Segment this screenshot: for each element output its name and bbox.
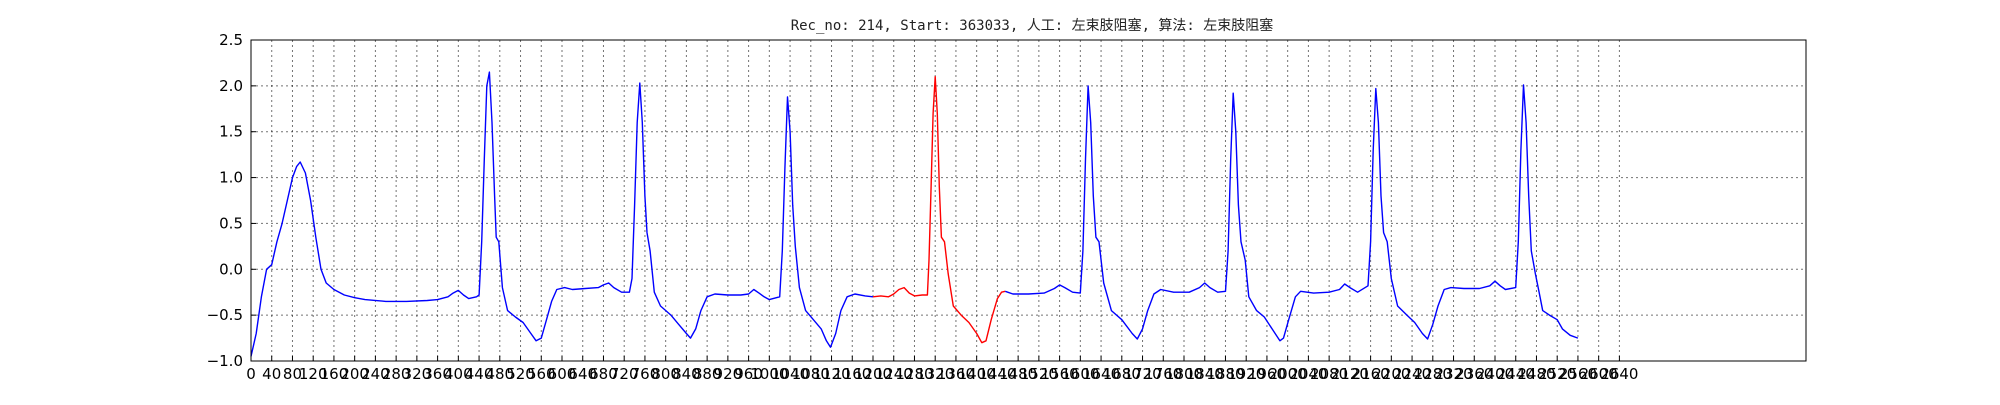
x-tick-label: 1320 [916,365,954,383]
x-tick-label: 2360 [1455,365,1493,383]
y-tick-label: 2.0 [219,77,243,95]
x-tick-label: 1880 [1206,365,1244,383]
series-layer [250,71,1579,357]
plot-frame [250,39,1807,362]
x-tick-label: 1240 [875,365,913,383]
x-tick-label: 160 [320,365,349,383]
x-tick-label: 2560 [1559,365,1597,383]
x-tick-label: 2080 [1310,365,1348,383]
x-tick-label: 2320 [1434,365,1472,383]
x-tick-label: 1800 [1165,365,1203,383]
x-tick-label: 800 [651,365,680,383]
y-tick-label: −0.5 [207,306,243,324]
y-tick-label: 2.5 [219,31,243,49]
x-tick-label: 1400 [958,365,996,383]
x-tick-label: 2280 [1414,365,1452,383]
y-tick-label: 1.0 [219,169,243,187]
x-tick-label: 1480 [999,365,1037,383]
x-tick-label: 1200 [854,365,892,383]
x-tick-label: 2040 [1289,365,1327,383]
x-tick-label: 760 [631,365,660,383]
x-tick-label: 2520 [1538,365,1576,383]
x-tick-label: 1440 [978,365,1016,383]
x-tick-label: 1680 [1103,365,1141,383]
x-tick-label: 360 [423,365,452,383]
x-tick-label: 120 [299,365,328,383]
x-tick-label: 0 [246,365,256,383]
x-tick-label: 1520 [1020,365,1058,383]
chart-title: Rec_no: 214, Start: 363033, 人工: 左束肢阻塞, 算… [791,17,1274,34]
x-tick-label: 1080 [792,365,830,383]
x-tick-label: 2480 [1517,365,1555,383]
x-tick-label: 1720 [1123,365,1161,383]
y-tick-label: −1.0 [207,352,243,370]
grid-layer [250,39,1806,362]
x-tick-label: 2600 [1580,365,1618,383]
x-tick-label: 40 [262,365,281,383]
x-tick-label: 520 [506,365,535,383]
y-tick-label: 1.5 [219,123,243,141]
x-tick-label: 2160 [1352,365,1390,383]
x-tick-label: 2240 [1393,365,1431,383]
x-tick-label: 600 [548,365,577,383]
x-tick-label: 1040 [771,365,809,383]
x-tick-label: 480 [485,365,514,383]
x-tick-label: 560 [527,365,556,383]
x-tick-label: 2640 [1600,365,1638,383]
x-axis-ticks: 0 40 8012016020024028032036040044048052056… [246,356,1638,383]
x-tick-label: 2400 [1476,365,1514,383]
x-tick-label: 1160 [833,365,871,383]
x-tick-label: 1560 [1041,365,1079,383]
x-tick-label: 1280 [895,365,933,383]
y-tick-label: 0.5 [219,214,243,232]
x-tick-label: 960 [734,365,763,383]
x-tick-label: 280 [382,365,411,383]
y-axis-ticks: −1.0 −0.5 0.0 0.5 1.0 1.5 2.0 2.5 [207,31,256,370]
x-tick-label: 2120 [1331,365,1369,383]
x-tick-label: 80 [283,365,302,383]
x-tick-label: 2440 [1497,365,1535,383]
x-tick-label: 1640 [1082,365,1120,383]
x-tick-label: 680 [589,365,618,383]
ecg-series-line-2 [872,75,1006,344]
x-tick-label: 200 [340,365,369,383]
x-tick-label: 1000 [750,365,788,383]
x-tick-label: 400 [444,365,473,383]
x-tick-label: 1600 [1061,365,1099,383]
x-tick-label: 1840 [1186,365,1224,383]
x-tick-label: 1760 [1144,365,1182,383]
x-tick-label: 720 [610,365,639,383]
x-tick-label: 240 [361,365,390,383]
x-tick-label: 1920 [1227,365,1265,383]
x-tick-label: 880 [693,365,722,383]
x-tick-label: 840 [672,365,701,383]
x-tick-label: 2200 [1372,365,1410,383]
x-tick-label: 640 [568,365,597,383]
x-tick-label: 920 [714,365,743,383]
x-tick-label: 320 [403,365,432,383]
y-tick-label: 0.0 [219,260,243,278]
x-tick-label: 2000 [1269,365,1307,383]
x-tick-label: 1360 [937,365,975,383]
x-tick-label: 1960 [1248,365,1286,383]
ecg-series-line-3 [1004,84,1579,342]
x-tick-label: 440 [465,365,494,383]
x-tick-label: 1120 [812,365,850,383]
ecg-series-line-1 [250,71,874,357]
